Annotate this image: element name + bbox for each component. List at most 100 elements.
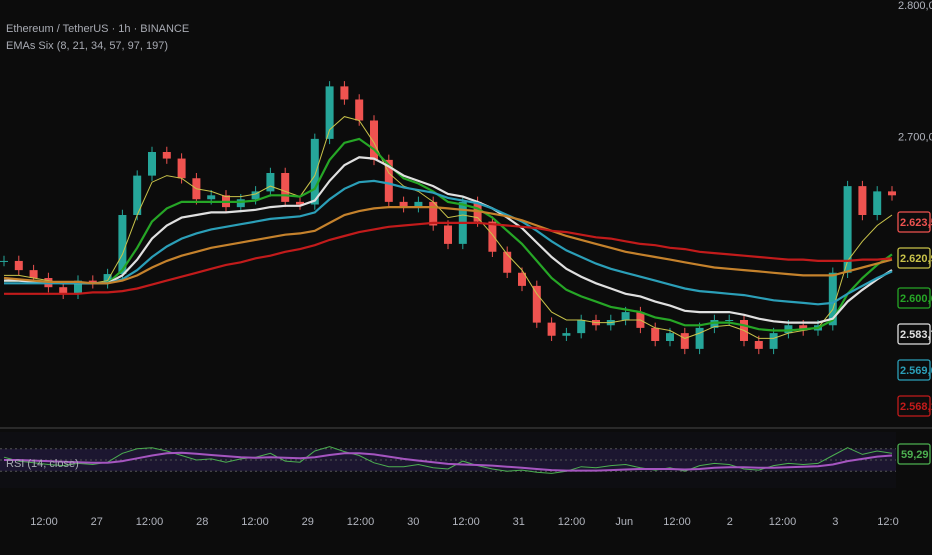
x-tick-label: 12:00 — [347, 516, 375, 528]
candle-body — [695, 327, 704, 349]
x-tick-label: 28 — [196, 516, 208, 528]
x-tick-label: 12:00 — [30, 516, 58, 528]
candle-body — [133, 175, 142, 215]
x-tick-label: 30 — [407, 516, 419, 528]
candle-body — [532, 285, 541, 323]
candle-body — [799, 325, 808, 331]
candle-body — [843, 186, 852, 273]
candle-body — [754, 341, 763, 349]
candle-body — [710, 320, 719, 328]
price-badge — [897, 359, 931, 381]
ema-line — [4, 221, 893, 295]
candle-body — [148, 152, 156, 176]
x-tick-label: 12:00 — [241, 516, 269, 528]
price-badge — [897, 395, 931, 417]
y-tick-label: 2.700,00 — [898, 131, 932, 143]
price-badge — [897, 247, 931, 269]
candle-body — [266, 173, 275, 192]
candle-body — [547, 322, 556, 336]
candle-body — [88, 280, 97, 284]
ema-line — [4, 156, 893, 324]
x-tick-label: 12:00 — [452, 516, 480, 528]
price-badge-label: 2.568,15 — [900, 401, 932, 413]
candle-body — [103, 274, 112, 284]
candle-body — [0, 260, 8, 262]
price-badge-label: 2.620,92 — [900, 253, 932, 265]
x-tick-label: 12:00 — [663, 516, 691, 528]
ema-legend[interactable]: EMAs Six (8, 21, 34, 57, 97, 197) — [6, 40, 169, 52]
price-badge-label: 2.569,07 — [900, 365, 932, 377]
ema-line — [4, 179, 893, 306]
x-tick-label: 27 — [91, 516, 103, 528]
ema-line — [4, 137, 893, 332]
candle-body — [769, 333, 778, 349]
rsi-band — [0, 448, 896, 472]
candle-body — [281, 173, 290, 202]
x-tick-label: 12:0 — [877, 516, 898, 528]
candle-body — [370, 120, 378, 160]
ema-line — [4, 116, 893, 339]
candle-body — [429, 201, 438, 226]
rsi-legend[interactable]: RSI (14, close) — [6, 458, 79, 470]
candle-body — [577, 320, 586, 334]
x-tick-label: 12:00 — [769, 516, 797, 528]
candle-body — [14, 260, 23, 271]
candle-body — [399, 201, 408, 208]
x-tick-label: 31 — [513, 516, 525, 528]
ema-line — [3, 206, 893, 285]
y-tick-label: 2.800,00 — [898, 0, 932, 12]
candle-body — [29, 270, 38, 278]
x-tick-label: 3 — [832, 516, 838, 528]
candle-body — [162, 152, 171, 159]
x-tick-label: 12:00 — [136, 516, 164, 528]
candle-body — [873, 191, 882, 215]
symbol-legend[interactable]: Ethereum / TetherUS · 1h · BINANCE — [6, 23, 190, 35]
candle-body — [680, 333, 689, 349]
price-badge — [897, 287, 931, 309]
candle-body — [74, 280, 82, 294]
candle-body — [828, 272, 837, 326]
x-tick-label: 2 — [727, 516, 733, 528]
candle-body — [621, 312, 630, 320]
price-axis[interactable]: 2.800,00 2.700,00 — [898, 0, 932, 143]
last-value-badges: 2.623,58 2.620,92 2.600,65 2.583,76 2.569,07… — [897, 211, 932, 465]
candle-body — [59, 287, 68, 294]
candle-body — [340, 86, 349, 100]
rsi-line — [4, 451, 893, 472]
candle-body — [518, 272, 526, 286]
x-tick-label: 29 — [302, 516, 314, 528]
candle-body — [207, 195, 216, 200]
rsi-badge — [897, 443, 931, 465]
candle-body — [310, 138, 319, 205]
price-badge — [897, 211, 931, 233]
candle-body — [251, 191, 260, 200]
price-badge-label: 2.623,58 — [900, 217, 932, 229]
x-tick-label: 12:00 — [558, 516, 586, 528]
candle-body — [666, 333, 674, 341]
time-axis[interactable]: 12:00 27 12:00 28 12:00 29 12:00 30 12:00 31 12:00… — [30, 516, 898, 528]
ema-lines — [3, 116, 893, 339]
candle-body — [503, 251, 512, 273]
candle-body — [414, 201, 423, 208]
price-badge-label: 2.583,76 — [900, 329, 932, 341]
candle-body — [177, 158, 186, 179]
candle-body — [488, 221, 497, 252]
candle-body — [444, 225, 452, 244]
x-tick-label: Jun — [615, 516, 633, 528]
candle-body — [562, 333, 571, 336]
price-badge-label: 2.600,65 — [900, 293, 932, 305]
candle-body — [384, 159, 393, 202]
candle-body — [325, 86, 334, 139]
rsi-line — [3, 446, 893, 474]
rsi-pane — [0, 427, 932, 488]
candle-body — [784, 325, 793, 334]
rsi-badge-label: 59,29 — [901, 449, 929, 461]
candle-body — [888, 191, 896, 196]
candle-body — [236, 199, 245, 208]
candle-body — [725, 320, 734, 321]
candle-body — [355, 99, 364, 121]
candle-body — [858, 186, 867, 215]
candle-body — [296, 201, 304, 205]
